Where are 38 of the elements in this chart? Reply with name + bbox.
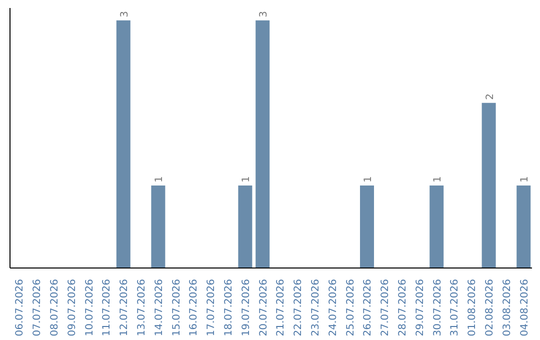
- x-tick-label: 14.07.2026: [154, 279, 165, 336]
- x-tick-label: 11.07.2026: [102, 279, 113, 336]
- x-tick-label: 20.07.2026: [258, 279, 270, 336]
- x-tick-label: 02.08.2026: [484, 279, 496, 336]
- x-tick-label: 18.07.2026: [224, 279, 234, 336]
- data-label: 3: [258, 11, 270, 18]
- x-tick-label: 13.07.2026: [136, 279, 148, 336]
- x-tick-label: 10.07.2026: [84, 279, 96, 336]
- x-tick-label: 27.07.2026: [380, 279, 392, 336]
- x-tick-label: 03.08.2026: [502, 279, 513, 336]
- x-tick-label: 09.07.2026: [66, 279, 78, 336]
- data-label: 1: [520, 176, 531, 182]
- data-label: 1: [432, 176, 444, 182]
- x-tick-label: 25.07.2026: [345, 279, 356, 336]
- data-label: 1: [241, 176, 252, 182]
- x-tick-label: 16.07.2026: [188, 279, 200, 336]
- x-tick-label: 04.08.2026: [519, 279, 530, 336]
- x-tick-label: 22.07.2026: [293, 279, 304, 336]
- data-label: 1: [154, 176, 166, 182]
- x-tick-label: 30.07.2026: [432, 279, 444, 336]
- x-tick-label: 21.07.2026: [276, 279, 287, 336]
- x-tick-label: 15.07.2026: [171, 279, 182, 336]
- x-tick-label: 17.07.2026: [206, 279, 218, 336]
- x-tick-label: 31.07.2026: [450, 279, 461, 336]
- x-tick-label: 19.07.2026: [240, 279, 252, 336]
- x-tick-label: 24.07.2026: [328, 279, 339, 336]
- x-tick-label: 28.07.2026: [398, 279, 408, 336]
- x-tick-label: 26.07.2026: [362, 279, 374, 336]
- data-label: 3: [119, 11, 130, 18]
- x-tick-label: 23.07.2026: [310, 279, 322, 336]
- x-tick-label: 07.07.2026: [32, 279, 44, 336]
- x-tick-label: 29.07.2026: [414, 279, 426, 336]
- x-tick-label: 08.07.2026: [50, 279, 60, 336]
- x-tick-label: 01.08.2026: [467, 279, 478, 336]
- data-label: 2: [484, 94, 496, 100]
- x-tick-label: 12.07.2026: [119, 279, 130, 336]
- data-label: 1: [363, 176, 374, 182]
- x-tick-label: 06.07.2026: [14, 279, 26, 336]
